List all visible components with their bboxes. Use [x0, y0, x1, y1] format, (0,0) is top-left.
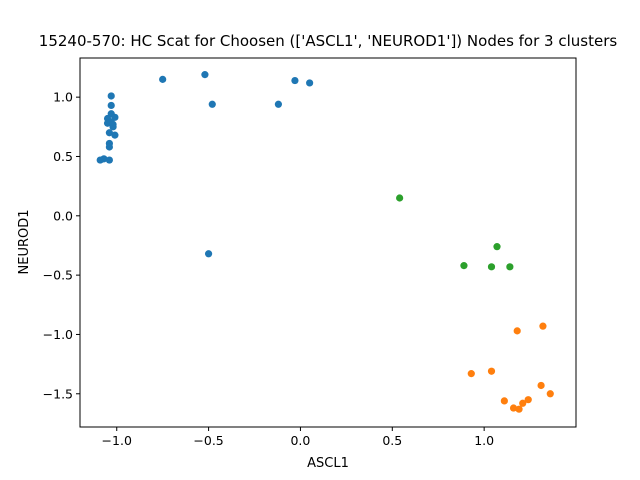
point-cluster-0-22 [204, 250, 213, 258]
y-tick-label: 0.5 [53, 149, 73, 164]
point-cluster-0-0 [159, 75, 167, 83]
y-axis-label: NEUROD1 [17, 210, 32, 275]
point-cluster-0-18 [105, 143, 113, 151]
y-tick-label: −1.0 [43, 327, 73, 342]
plot-frame [79, 57, 577, 428]
point-cluster-0-15 [105, 129, 113, 137]
data-points [96, 71, 554, 413]
point-cluster-0-14 [107, 118, 115, 126]
point-cluster-0-20 [96, 156, 104, 164]
x-tick-label: 0.0 [290, 433, 310, 448]
point-cluster-1-9 [509, 404, 518, 412]
point-cluster-0-1 [201, 71, 209, 79]
point-cluster-0-3 [306, 79, 314, 87]
point-cluster-1-1 [539, 322, 547, 330]
y-tick-label: 1.0 [53, 90, 73, 105]
point-cluster-0-21 [105, 156, 113, 164]
point-cluster-1-8 [519, 399, 527, 407]
point-cluster-1-5 [546, 390, 554, 398]
x-axis-label: ASCL1 [307, 456, 349, 471]
point-cluster-2-1 [493, 243, 501, 251]
y-axis-ticks: −1.5 −1.0 −0.5 0.0 0.5 1.0 [43, 90, 80, 401]
x-tick-label: −1.0 [102, 433, 132, 448]
point-cluster-0-6 [107, 92, 115, 100]
point-cluster-1-3 [487, 367, 496, 375]
x-axis-ticks: −1.0 −0.5 0.0 0.5 1.0 [102, 427, 494, 448]
point-cluster-0-16 [111, 131, 119, 139]
point-cluster-0-4 [208, 100, 216, 108]
x-tick-label: 0.5 [382, 433, 402, 448]
point-cluster-1-4 [537, 381, 545, 390]
point-cluster-0-5 [274, 100, 282, 108]
point-cluster-2-4 [506, 263, 514, 271]
point-cluster-2-3 [487, 263, 496, 271]
point-cluster-1-0 [513, 327, 521, 335]
point-cluster-1-2 [467, 370, 475, 378]
chart-title: 15240-570: HC Scat for Choosen (['ASCL1'… [39, 32, 618, 50]
point-cluster-0-2 [291, 76, 299, 85]
point-cluster-0-7 [107, 101, 115, 110]
y-tick-label: −0.5 [43, 268, 73, 283]
point-cluster-1-7 [524, 396, 532, 404]
point-cluster-2-0 [396, 194, 404, 202]
y-tick-label: −1.5 [43, 386, 73, 401]
x-tick-label: −0.5 [193, 433, 223, 448]
y-tick-label: 0.0 [53, 208, 73, 223]
point-cluster-1-6 [500, 397, 508, 405]
point-cluster-2-2 [460, 262, 468, 270]
point-cluster-1-10 [515, 405, 523, 413]
x-tick-label: 1.0 [474, 433, 494, 448]
